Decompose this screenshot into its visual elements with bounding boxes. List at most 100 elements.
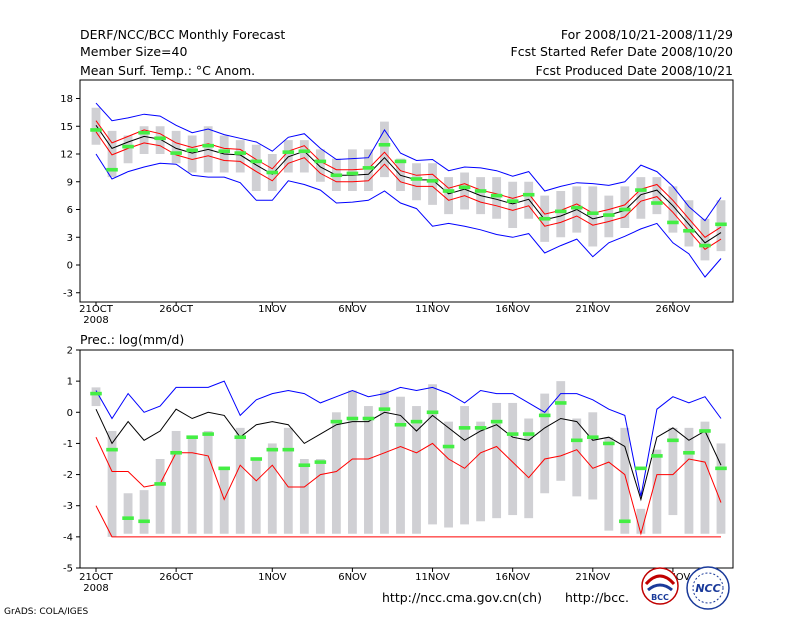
observed-marker [266, 170, 279, 175]
forecast-range-label: For 2008/10/21-2008/11/29 [561, 27, 733, 42]
ensemble-box [187, 437, 197, 534]
series-line-mean-spread [95, 120, 722, 238]
x-tick-label: 21NOV [575, 572, 610, 583]
observed-marker [362, 166, 375, 170]
bcc-logo-text: BCC [651, 593, 669, 602]
series-line-ensemble-mean [95, 408, 722, 502]
observed-marker [170, 151, 182, 155]
y-tick-label: 2 [67, 346, 73, 357]
temperature-panel: 21OCT 26OCT 1NOV 6NOV 11NOV 16NOV 21NOV 26NOV 20… [60, 79, 734, 326]
ensemble-box [540, 393, 550, 494]
x-tick-label: 26OCT [159, 304, 194, 315]
observed-marker [683, 450, 695, 455]
x-tick-label: 26OCT [159, 572, 194, 583]
ensemble-box [588, 186, 598, 247]
ensemble-box [508, 402, 518, 516]
observed-marker [346, 171, 359, 176]
ensemble-box [91, 387, 101, 407]
ensemble-box [652, 177, 662, 215]
ensemble-box [700, 421, 710, 534]
series-line-mean-spread [95, 131, 722, 250]
observed-marker [218, 466, 230, 471]
ensemble-box [171, 430, 181, 534]
observed-marker [250, 159, 263, 164]
observed-marker [106, 447, 118, 452]
observed-marker [378, 142, 391, 147]
y-tick-label: 18 [60, 94, 73, 105]
observed-marker [458, 426, 471, 430]
observed-marker [154, 482, 166, 486]
y-tick-label: 3 [67, 233, 73, 244]
started-refer-date-label: Fcst Started Refer Date 2008/10/20 [511, 44, 734, 59]
ensemble-box [155, 126, 165, 154]
observed-marker [330, 419, 343, 424]
ensemble-box [107, 430, 117, 537]
ensemble-box [235, 140, 245, 173]
observed-marker [170, 450, 182, 455]
observed-marker [90, 391, 102, 396]
observed-marker [587, 211, 599, 215]
x-tick-label: 1NOV [258, 304, 287, 315]
observed-marker [458, 185, 471, 190]
ensemble-box [684, 200, 694, 247]
observed-marker [635, 188, 647, 192]
observed-marker [683, 228, 695, 233]
observed-marker [570, 205, 583, 210]
observed-marker [394, 422, 407, 427]
observed-marker [699, 243, 711, 248]
ensemble-box [155, 459, 165, 534]
grads-credit: GrADS: COLA/IGES [4, 607, 88, 617]
observed-marker [570, 438, 583, 443]
observed-marker [378, 407, 391, 411]
series-line-ensemble-max [95, 102, 722, 222]
ensemble-box [219, 468, 229, 534]
y-tick-label: -3 [63, 501, 73, 512]
observed-marker [186, 148, 198, 153]
ensemble-box [187, 135, 197, 173]
ensemble-box [139, 126, 149, 154]
ensemble-box [508, 181, 518, 228]
observed-marker [394, 159, 407, 164]
ensemble-box [444, 421, 453, 528]
observed-marker [330, 173, 343, 178]
ncc-logo-text: NCC [695, 582, 720, 595]
ensemble-box [428, 163, 437, 205]
ensemble-box [476, 421, 486, 522]
observed-marker [474, 189, 487, 193]
ensemble-box [91, 107, 101, 145]
ensemble-box [203, 430, 213, 534]
observed-marker [138, 519, 150, 524]
x-tick-label: 16NOV [495, 572, 530, 583]
ensemble-box [364, 149, 373, 191]
observed-marker [282, 447, 295, 452]
observed-marker [234, 435, 247, 439]
observed-marker [667, 220, 679, 225]
observed-marker [587, 435, 599, 439]
ensemble-box [460, 406, 469, 525]
observed-marker [522, 432, 535, 436]
ncc-url[interactable]: http://ncc.cma.gov.cn(ch) [382, 590, 542, 605]
ensemble-box [588, 412, 598, 500]
ensemble-box [251, 144, 261, 191]
observed-marker [538, 216, 551, 221]
observed-marker [538, 413, 551, 418]
ensemble-box [460, 172, 469, 210]
x-tick-label: 21OCT [79, 304, 114, 315]
ensemble-box [380, 121, 389, 178]
observed-marker [554, 401, 567, 405]
y-tick-label: 12 [60, 150, 73, 161]
observed-marker [90, 128, 102, 132]
ensemble-box [636, 508, 646, 534]
ensemble-box [267, 443, 277, 534]
x-tick-label: 26NOV [656, 304, 691, 315]
ensemble-box [668, 427, 678, 516]
series-line-ensemble-min [95, 505, 721, 538]
observed-marker [346, 416, 359, 421]
observed-marker [122, 516, 134, 520]
observed-marker [506, 199, 519, 203]
bcc-url[interactable]: http://bcc. [565, 590, 629, 605]
x-tick-label: 11NOV [415, 572, 450, 583]
observed-marker [635, 466, 647, 471]
series-line-mean-spread [95, 436, 722, 536]
ensemble-box [123, 493, 133, 534]
